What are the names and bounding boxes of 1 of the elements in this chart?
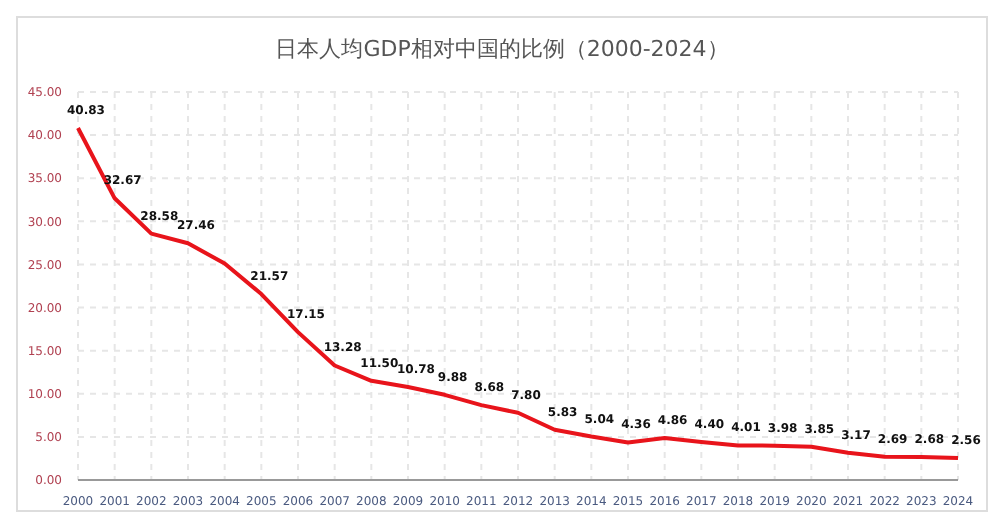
chart-title: 日本人均GDP相对中国的比例（2000-2024）	[273, 34, 731, 64]
